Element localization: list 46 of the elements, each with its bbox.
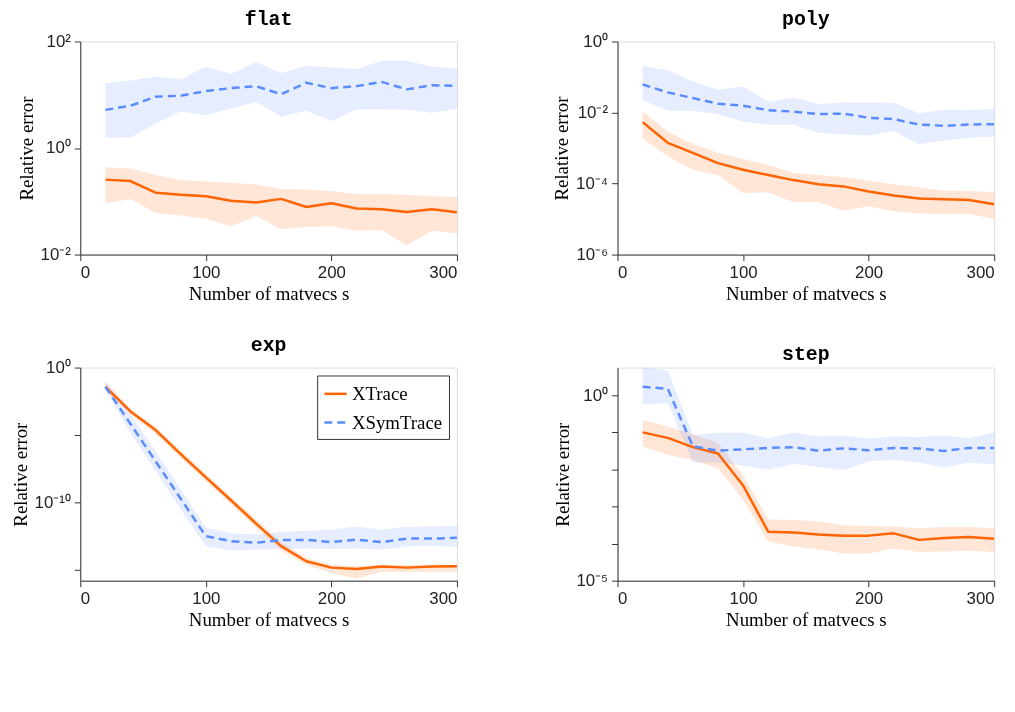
y-tick-label: 10⁻⁶: [576, 245, 609, 265]
chart-title: step: [782, 342, 830, 366]
y-axis-title: Relative error: [9, 421, 31, 527]
x-tick-label: 300: [966, 262, 995, 282]
line-series: [641, 431, 995, 542]
x-tick-label: 0: [618, 588, 628, 608]
y-tick-label: 10⁰: [46, 138, 71, 158]
x-tick-label: 200: [855, 262, 884, 282]
line-series: [641, 385, 995, 453]
y-tick-label: 10⁰: [583, 385, 609, 405]
x-tick-label: 200: [855, 588, 884, 608]
x-tick-label: 100: [729, 262, 758, 282]
x-tick-label: 200: [317, 588, 346, 608]
x-tick-label: 0: [618, 262, 628, 282]
y-axis-title: Relative error: [551, 95, 573, 201]
x-axis-title: Number of matvecs s: [188, 282, 350, 304]
y-tick-label: 10²: [46, 31, 72, 51]
x-tick-label: 300: [429, 588, 458, 608]
chart-title: flat: [244, 7, 293, 31]
x-tick-label: 200: [317, 262, 346, 282]
x-tick-label: 300: [429, 262, 458, 282]
chart-title: poly: [782, 7, 830, 31]
x-tick-label: 300: [966, 588, 995, 608]
y-tick-label: 10⁻⁵: [576, 571, 609, 591]
x-axis-title: Number of matvecs s: [726, 282, 887, 304]
line-series: [641, 120, 995, 206]
line-series: [104, 178, 457, 214]
y-tick-label: 10⁻²: [577, 102, 609, 122]
line-series: [641, 83, 995, 128]
x-tick-label: 100: [192, 262, 221, 282]
y-axis-title: Relative error: [551, 421, 573, 527]
x-tick-label: 0: [80, 588, 91, 608]
legend-label: XSymTrace: [351, 411, 443, 433]
legend-label: XTrace: [351, 382, 408, 404]
x-tick-label: 100: [192, 588, 221, 608]
x-tick-label: 100: [729, 588, 758, 608]
y-tick-label: 10⁻⁴: [576, 173, 609, 193]
y-tick-label: 10⁻²: [40, 245, 72, 265]
y-tick-label: 10⁰: [583, 31, 609, 51]
x-axis-title: Number of matvecs s: [188, 608, 350, 630]
y-axis-title: Relative error: [15, 95, 37, 201]
x-tick-label: 0: [80, 262, 91, 282]
y-tick-label: 10⁻¹⁰: [34, 492, 71, 512]
y-tick-label: 10⁰: [46, 358, 71, 378]
chart-title: exp: [250, 333, 287, 357]
x-axis-title: Number of matvecs s: [726, 608, 887, 630]
